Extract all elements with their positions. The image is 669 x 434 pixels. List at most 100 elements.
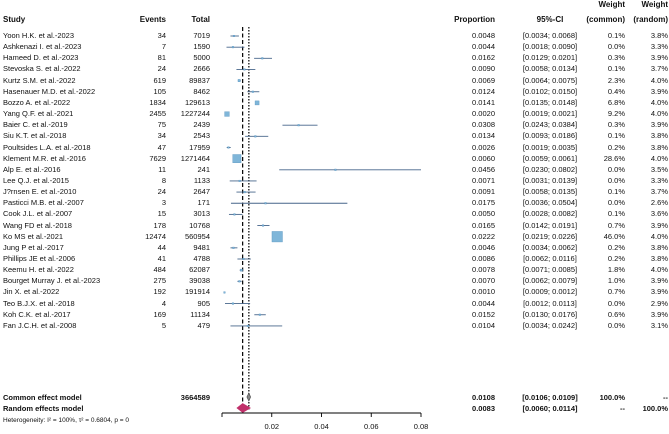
study-ci: [0.0135; 0.0148] [522, 97, 578, 107]
study-weight-common: 1.8% [607, 265, 625, 275]
study-weight-common: 1.0% [607, 276, 625, 286]
study-proportion: 0.0152 [472, 309, 495, 319]
header-study: Study [3, 15, 26, 24]
study-total: 2666 [193, 64, 210, 74]
study-total: 905 [197, 298, 210, 308]
study-events: 24 [157, 187, 166, 197]
study-name: Yoon H.K. et al.-2023 [3, 31, 75, 40]
study-ci: [0.0058; 0.0135] [522, 187, 578, 197]
study-total: 1590 [193, 42, 210, 52]
common-effect-diamond [246, 392, 251, 402]
study-weight-random: 3.6% [650, 209, 668, 219]
study-weight-random: 3.9% [650, 53, 668, 63]
study-proportion: 0.0104 [472, 320, 495, 330]
study-weight-random: 3.9% [650, 120, 668, 130]
study-box [261, 57, 264, 60]
study-ci: [0.0058; 0.0134] [522, 64, 578, 74]
study-weight-common: 0.2% [607, 254, 625, 263]
study-total: 3013 [193, 209, 210, 219]
study-total: 39038 [189, 276, 210, 286]
study-weight-random: 4.0% [650, 265, 668, 275]
study-ci: [0.0230; 0.0802] [522, 164, 578, 174]
study-proportion: 0.0124 [472, 86, 495, 96]
study-proportion: 0.0050 [472, 209, 495, 219]
study-total: 9481 [193, 242, 210, 252]
study-proportion: 0.0086 [472, 254, 495, 263]
common-effect-label: Common effect model [3, 393, 82, 402]
study-ci: [0.0009; 0.0012] [522, 287, 578, 297]
study-weight-random: 3.5% [650, 164, 668, 174]
study-weight-random: 3.9% [650, 309, 668, 319]
study-weight-random: 3.8% [650, 254, 668, 263]
study-box [334, 168, 337, 171]
study-weight-common: 46.0% [603, 231, 625, 241]
study-ci: [0.0019; 0.0021] [522, 109, 578, 119]
study-events: 24 [157, 64, 166, 74]
study-ci: [0.0243; 0.0384] [522, 120, 578, 130]
study-events: 4 [161, 298, 166, 308]
study-proportion: 0.0141 [472, 97, 495, 107]
heterogeneity-text: Heterogeneity: I² = 100%, τ² = 0.6804, p… [3, 417, 129, 424]
study-box [243, 191, 246, 194]
study-name: J?rnsen E. et al.-2010 [3, 187, 77, 197]
study-box [238, 179, 241, 182]
study-weight-random: 2.6% [650, 198, 668, 208]
header-proportion: Proportion [454, 15, 495, 24]
study-total: 1227244 [180, 109, 210, 119]
study-name: Cook J.L. et al.-2007 [3, 209, 73, 219]
study-box [271, 231, 283, 243]
random-effects-weight-common: -- [620, 404, 625, 413]
study-weight-common: 0.1% [607, 187, 625, 197]
study-weight-random: 4.0% [650, 153, 668, 163]
study-weight-random: 3.3% [650, 42, 668, 52]
study-events: 7 [161, 42, 166, 52]
study-events: 484 [153, 265, 166, 275]
study-proportion: 0.0071 [472, 175, 495, 185]
study-weight-common: 0.0% [607, 164, 625, 174]
study-total: 11134 [190, 309, 210, 319]
study-name: Kurtz S.M. et al.-2022 [3, 75, 76, 85]
random-effects-ci: [0.0060; 0.0114] [522, 404, 578, 413]
study-events: 105 [153, 86, 166, 96]
study-ci: [0.0130; 0.0176] [522, 309, 578, 319]
study-total: 62087 [189, 265, 210, 275]
study-weight-common: 0.3% [607, 53, 625, 63]
header-weight-common-1: Weight [598, 0, 625, 9]
study-ci: [0.0219; 0.0226] [522, 231, 578, 241]
study-total: 479 [197, 320, 210, 330]
study-events: 47 [157, 142, 166, 152]
study-proportion: 0.0048 [472, 31, 495, 40]
study-weight-common: 0.1% [607, 131, 625, 141]
common-effect-proportion: 0.0108 [472, 393, 495, 402]
study-events: 81 [157, 53, 166, 63]
study-proportion: 0.0078 [472, 265, 495, 275]
study-weight-random: 4.0% [650, 231, 668, 241]
study-events: 8 [161, 175, 166, 185]
study-ci: [0.0064; 0.0075] [522, 75, 578, 85]
study-proportion: 0.0222 [472, 231, 495, 241]
x-tick-label: 0.04 [314, 422, 329, 431]
study-name: Bozzo A. et al.-2022 [3, 97, 71, 107]
header-events: Events [139, 15, 166, 24]
study-ci: [0.0071; 0.0085] [522, 265, 578, 275]
study-total: 17959 [189, 142, 210, 152]
study-total: 4788 [193, 254, 210, 263]
study-weight-common: 0.0% [607, 320, 625, 330]
study-ci: [0.0062; 0.0116] [523, 254, 577, 263]
study-total: 191914 [184, 287, 210, 297]
study-ci: [0.0019; 0.0035] [522, 142, 578, 152]
study-proportion: 0.0308 [472, 120, 495, 130]
study-events: 169 [153, 309, 166, 319]
study-total: 171 [197, 198, 210, 208]
study-weight-common: 0.0% [607, 198, 625, 208]
header-total: Total [191, 15, 210, 24]
study-ci: [0.0018; 0.0090] [522, 42, 578, 52]
study-name: Ko MS et al.-2021 [3, 231, 64, 241]
study-weight-common: 0.1% [607, 31, 625, 40]
study-total: 560954 [184, 231, 210, 241]
common-effect-weight-common: 100.0% [599, 393, 625, 402]
study-total: 8462 [193, 86, 210, 96]
study-box [232, 246, 235, 249]
study-box [237, 79, 241, 82]
